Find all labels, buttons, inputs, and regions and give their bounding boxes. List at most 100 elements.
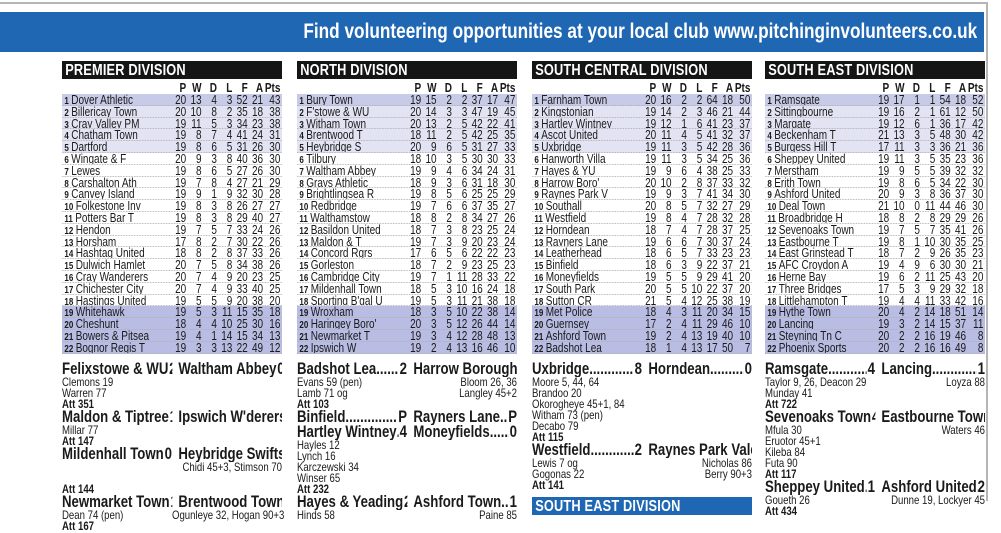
goals-against: 35: [483, 200, 498, 211]
team-name: Concord Rgrs: [311, 247, 373, 258]
goals-against: 46: [951, 200, 966, 211]
won: 7: [421, 236, 436, 247]
goals-for: 35: [935, 153, 950, 164]
lost: 16: [920, 330, 935, 341]
home-team-name: Newmarket Town: [62, 495, 170, 510]
drawn: 4: [672, 342, 687, 353]
team-name: Cray Valley PM: [71, 118, 139, 129]
attendance: Att 147: [62, 436, 282, 447]
lost: 3: [920, 141, 935, 152]
points: 23: [498, 247, 517, 258]
goals-against: 41: [718, 271, 733, 282]
goals-against: 18: [248, 106, 263, 117]
won: 5: [889, 283, 904, 294]
played: 19: [641, 165, 656, 176]
scorer: Ogunleye 32, Hogan 90+3: [172, 510, 282, 521]
played: 20: [641, 200, 656, 211]
goals-for: 36: [935, 188, 950, 199]
attendance: Att 232: [297, 484, 517, 495]
lost: 9: [217, 188, 232, 199]
team-name: Witham Town: [306, 118, 366, 129]
played: 19: [874, 106, 889, 117]
points: 11: [966, 318, 985, 329]
team-name: Met Police: [546, 306, 593, 317]
attendance: Att 167: [62, 521, 282, 532]
won: 9: [656, 165, 671, 176]
drawn: 4: [202, 94, 217, 105]
played: 19: [406, 188, 421, 199]
team-name: Sevenoaks Town: [779, 224, 854, 235]
points: 8: [966, 330, 985, 341]
drawn: 3: [905, 283, 920, 294]
lost: 11: [452, 271, 467, 282]
drawn: 3: [202, 212, 217, 223]
team-name: Gorleston: [311, 259, 354, 270]
goals-for: 31: [232, 141, 247, 152]
drawn: 2: [437, 94, 452, 105]
team-column-header: [62, 80, 171, 94]
played: 20: [874, 306, 889, 317]
volunteering-banner: Find volunteering opportunities at your …: [0, 12, 984, 52]
position: 17: [299, 285, 308, 294]
played: 20: [171, 271, 186, 282]
lost: 3: [687, 106, 702, 117]
position: 12: [299, 226, 308, 235]
team-name: Littlehampton T: [779, 295, 848, 306]
lost: 8: [217, 200, 232, 211]
drawn: 6: [672, 165, 687, 176]
drawn: 2: [672, 177, 687, 188]
position: 19: [534, 308, 543, 317]
won: 13: [186, 94, 201, 105]
won: 12: [656, 118, 671, 129]
won: 1: [656, 342, 671, 353]
goals-for: 26: [935, 247, 950, 258]
position: 4: [767, 131, 771, 140]
team-name: Folkestone Inv: [76, 200, 141, 211]
goals-against: 18: [951, 94, 966, 105]
goals-for: 28: [702, 224, 717, 235]
top-rule: [0, 2, 988, 4]
won: 8: [186, 200, 201, 211]
goals-against: 25: [718, 165, 733, 176]
played: 21: [874, 200, 889, 211]
played: 18: [406, 283, 421, 294]
drawn: 3: [202, 153, 217, 164]
drawn: 2: [905, 106, 920, 117]
played: 19: [641, 141, 656, 152]
goals-for: 20: [702, 306, 717, 317]
played: 19: [171, 141, 186, 152]
goals-against: 30: [248, 188, 263, 199]
lost: 5: [920, 129, 935, 140]
points: 20: [733, 283, 752, 294]
lost: 11: [920, 271, 935, 282]
goals-against: 37: [718, 259, 733, 270]
team-name: Raynes Park V: [541, 188, 608, 199]
goals-for: 34: [702, 153, 717, 164]
lost: 9: [687, 259, 702, 270]
home-score: 4: [867, 362, 875, 377]
lost: 4: [217, 177, 232, 188]
team-name: Carshalton Ath: [71, 177, 137, 188]
won: 2: [889, 330, 904, 341]
division-section-header: SOUTH EAST DIVISION: [532, 497, 752, 515]
